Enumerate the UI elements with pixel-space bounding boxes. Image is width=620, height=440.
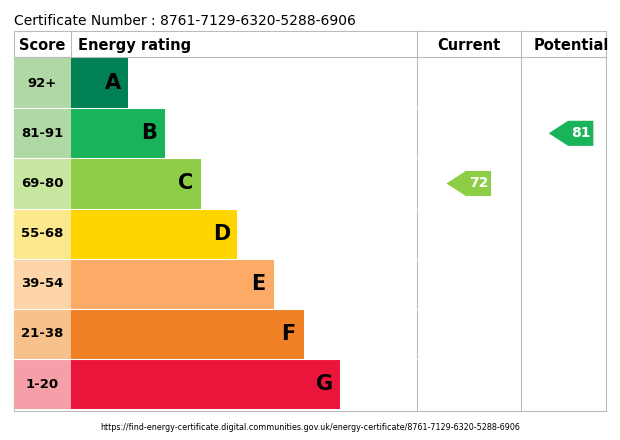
Text: B: B bbox=[141, 123, 157, 143]
Text: 39-54: 39-54 bbox=[21, 277, 64, 290]
Bar bbox=[71, 259, 273, 309]
Text: Current: Current bbox=[437, 37, 500, 53]
Text: C: C bbox=[178, 173, 193, 194]
Text: A: A bbox=[105, 73, 121, 93]
Bar bbox=[14, 158, 71, 209]
Text: 81-91: 81-91 bbox=[21, 127, 64, 140]
Bar bbox=[71, 209, 237, 259]
Text: E: E bbox=[251, 274, 265, 294]
Text: F: F bbox=[281, 324, 295, 344]
Bar bbox=[71, 108, 165, 158]
Bar bbox=[14, 209, 71, 259]
Text: 81: 81 bbox=[571, 126, 590, 140]
Text: https://find-energy-certificate.digital.communities.gov.uk/energy-certificate/87: https://find-energy-certificate.digital.… bbox=[100, 423, 520, 432]
Text: 72: 72 bbox=[469, 176, 488, 191]
Bar bbox=[71, 359, 340, 409]
Bar bbox=[71, 58, 128, 108]
Polygon shape bbox=[446, 171, 491, 196]
Bar bbox=[71, 158, 201, 209]
Text: 1-20: 1-20 bbox=[26, 378, 59, 391]
Text: Score: Score bbox=[19, 37, 66, 53]
Text: Potential: Potential bbox=[533, 37, 609, 53]
Text: D: D bbox=[213, 224, 231, 244]
Text: 92+: 92+ bbox=[28, 77, 57, 90]
Text: G: G bbox=[316, 374, 333, 394]
Bar bbox=[14, 259, 71, 309]
Bar bbox=[14, 58, 71, 108]
Bar bbox=[14, 359, 71, 409]
Bar bbox=[71, 309, 304, 359]
Polygon shape bbox=[549, 121, 593, 146]
Text: Certificate Number : 8761-7129-6320-5288-6906: Certificate Number : 8761-7129-6320-5288… bbox=[14, 14, 355, 28]
Text: Energy rating: Energy rating bbox=[78, 37, 190, 53]
Bar bbox=[14, 309, 71, 359]
Text: 69-80: 69-80 bbox=[21, 177, 64, 190]
Bar bbox=[14, 31, 606, 411]
Text: 55-68: 55-68 bbox=[21, 227, 64, 240]
Text: 21-38: 21-38 bbox=[21, 327, 64, 341]
Bar bbox=[14, 108, 71, 158]
